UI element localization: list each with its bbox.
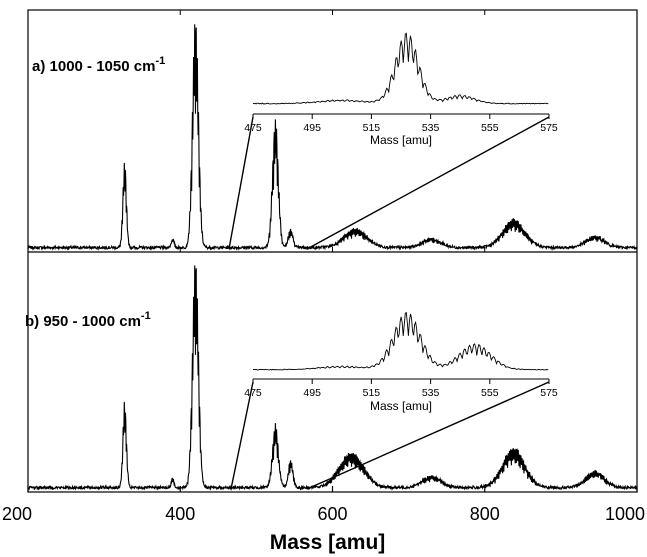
panel-label-sup-b: -1 bbox=[141, 310, 151, 322]
main-x-axis: 200 400 600 800 1000 Mass [amu] bbox=[2, 10, 645, 554]
inset-tick-label: 555 bbox=[481, 122, 499, 134]
zoom-line-left-a bbox=[228, 116, 254, 250]
panel-label-prefix-b: b) bbox=[25, 313, 43, 330]
spectrum-trace-a bbox=[27, 24, 638, 252]
panel-label-main-b: 950 - 1000 cm bbox=[43, 313, 141, 330]
inset-tick-label: 495 bbox=[303, 387, 321, 399]
x-tick-label: 600 bbox=[317, 504, 347, 524]
zoom-line-left-b bbox=[230, 381, 254, 490]
inset-tick-label: 555 bbox=[481, 387, 499, 399]
x-tick-label: 800 bbox=[470, 504, 500, 524]
inset-tick-label: 495 bbox=[303, 122, 321, 134]
inset-trace-b bbox=[252, 311, 549, 371]
x-axis-label: Mass [amu] bbox=[270, 531, 386, 554]
inset-tick-label: 535 bbox=[422, 122, 440, 134]
panel-label-sup-a: -1 bbox=[155, 55, 165, 67]
inset-tick-label: 535 bbox=[422, 387, 440, 399]
inset-xlabel-b: Mass [amu] bbox=[370, 399, 432, 413]
panel-label-main-a: 1000 - 1050 cm bbox=[50, 58, 156, 75]
inset-b: 475 495 515 535 555 575 Mass [amu] bbox=[244, 311, 558, 413]
inset-xlabel-a: Mass [amu] bbox=[370, 133, 432, 147]
panel-label-a: a) 1000 - 1050 cm-1 bbox=[32, 55, 165, 75]
x-tick-label: 200 bbox=[2, 504, 32, 524]
inset-tick-label: 575 bbox=[540, 122, 558, 134]
zoom-line-right-b bbox=[306, 381, 550, 490]
panel-b: b) 950 - 1000 cm-1 475 495 515 535 555 575 Mass… bbox=[25, 265, 638, 491]
inset-tick-label: 475 bbox=[244, 122, 262, 134]
x-tick-label: 400 bbox=[165, 504, 195, 524]
x-tick-label: 1000 bbox=[605, 504, 645, 524]
zoom-line-right-a bbox=[306, 116, 550, 250]
inset-trace-a bbox=[252, 32, 549, 105]
inset-tick-label: 575 bbox=[540, 387, 558, 399]
inset-a: 475 495 515 535 555 575 Mass [amu] bbox=[244, 32, 558, 147]
spectrum-trace-b bbox=[27, 265, 638, 491]
inset-tick-label: 475 bbox=[244, 387, 262, 399]
panel-label-prefix-a: a) bbox=[32, 58, 50, 75]
inset-tick-label: 515 bbox=[363, 387, 381, 399]
inset-tick-label: 515 bbox=[363, 122, 381, 134]
panel-a: a) 1000 - 1050 cm-1 475 495 515 535 555 575 Mas… bbox=[27, 24, 638, 252]
panel-label-b: b) 950 - 1000 cm-1 bbox=[25, 310, 151, 330]
